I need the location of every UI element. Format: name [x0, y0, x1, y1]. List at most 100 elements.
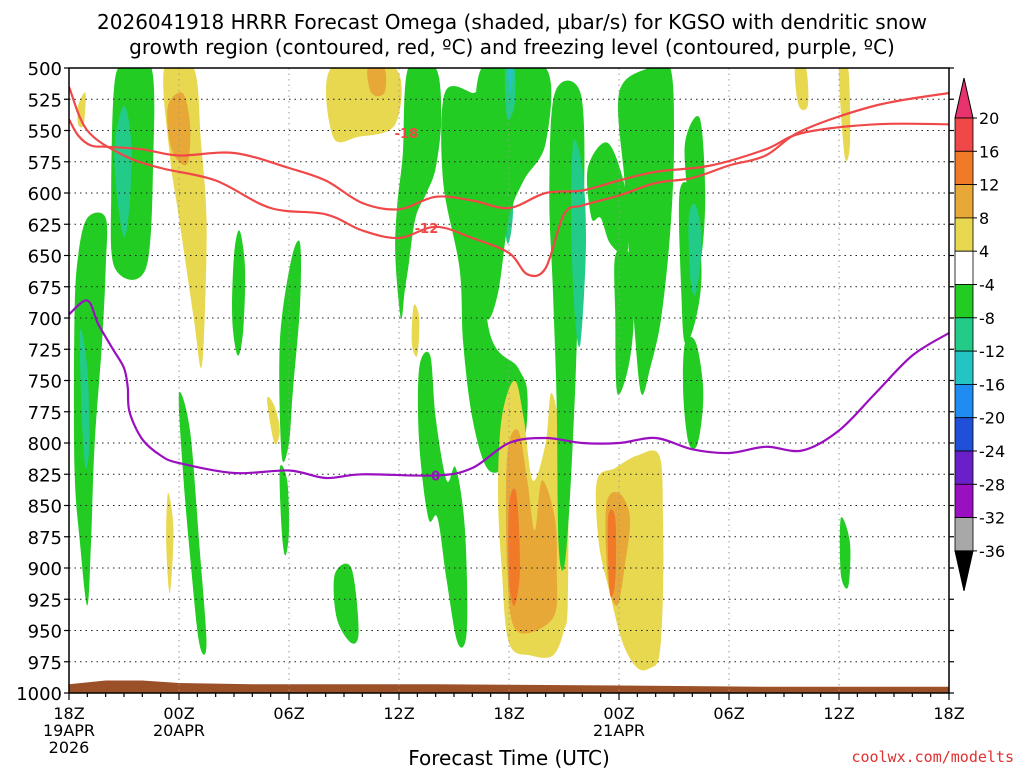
chart-title-line2: growth region (contoured, red, ºC) and f…: [129, 35, 895, 59]
omega-shade-teal-3: [114, 105, 132, 237]
y-tick-label-1000: 1000: [16, 684, 62, 705]
colorbar-label-3: 8: [979, 209, 989, 228]
y-tick-label-850: 850: [28, 497, 62, 518]
colorbar-swatch-9: [954, 383, 974, 419]
x-tick-label-0-0: 18Z: [53, 704, 84, 723]
x-tick-label-12-0: 06Z: [273, 704, 304, 723]
y-tick-label-625: 625: [28, 215, 62, 236]
minus-12-line: [69, 86, 949, 278]
colorbar-swatch-1: [954, 117, 974, 152]
colorbar-swatch-7: [954, 317, 974, 352]
x-tick-label-24-0: 18Z: [493, 704, 524, 723]
minus-12-line-label: -12: [415, 222, 439, 237]
x-tick-label-48-0: 18Z: [933, 704, 964, 723]
x-tick-label-0-2: 2026: [49, 738, 90, 757]
x-tick-label-30-0: 00Z: [603, 704, 634, 723]
omega-shade-yellow-12: [166, 492, 174, 594]
y-tick-label-800: 800: [28, 434, 62, 455]
omega-shade-green-10: [279, 464, 290, 556]
omega-shade-green-11: [178, 391, 207, 655]
colorbar-label-9: -20: [979, 409, 1005, 428]
omega-shade-green-9: [279, 240, 302, 463]
colorbar-swatch-13: [954, 517, 974, 552]
colorbar-swatch-4: [954, 217, 974, 252]
y-tick-label-675: 675: [28, 278, 62, 299]
omega-shade-green-7: [232, 230, 246, 356]
colorbar-swatch-10: [954, 417, 974, 452]
y-tick-label-550: 550: [28, 122, 62, 143]
freezing-level-line: [69, 299, 949, 480]
x-axis-title: Forecast Time (UTC): [408, 746, 610, 768]
colorbar-label-6: -8: [979, 309, 995, 328]
colorbar-swatch-2: [954, 150, 974, 186]
minus-18-line-label: -18: [395, 127, 419, 142]
omega-shade-green-31: [617, 68, 675, 395]
y-tick-label-975: 975: [28, 653, 62, 674]
omega-shade-green-19: [441, 85, 528, 473]
colorbar-label-10: -24: [979, 442, 1005, 461]
x-tick-label-36-0: 06Z: [713, 704, 744, 723]
credit-text: coolwx.com/modelts: [851, 748, 1014, 766]
minus-18-line: [69, 118, 949, 211]
x-tick-label-42-0: 12Z: [823, 704, 854, 723]
y-tick-label-650: 650: [28, 247, 62, 268]
colorbar-label-5: -4: [979, 276, 995, 295]
colorbar-top-arrow: [954, 77, 974, 119]
y-tick-label-775: 775: [28, 403, 62, 424]
omega-shade-yellow-8: [267, 396, 280, 445]
colorbar-label-11: -28: [979, 475, 1005, 494]
omega-shade-green-16: [395, 68, 442, 320]
omega-shade-green-41: [839, 517, 851, 589]
colorbar-bottom-arrow: [954, 550, 974, 592]
x-tick-label-6-0: 00Z: [163, 704, 194, 723]
y-tick-label-875: 875: [28, 528, 62, 549]
y-tick-label-900: 900: [28, 559, 62, 580]
omega-shade-green-0: [73, 212, 108, 606]
colorbar-swatch-5: [954, 250, 974, 285]
omega-shade-green-38: [682, 336, 704, 450]
omega-shade-teal-1: [79, 328, 90, 469]
omega-shade-teal-37: [688, 203, 702, 296]
y-tick-label-825: 825: [28, 465, 62, 486]
y-axis: 500 525 550 575 600 625 650 675 700 725 750 775 800 8…: [16, 59, 954, 705]
omega-shade-green-15: [333, 563, 359, 644]
x-tick-label-18-0: 12Z: [383, 704, 414, 723]
omega-shade-teal-22: [504, 68, 516, 120]
grid-layer: [69, 68, 949, 693]
omega-shade-orange-26: [508, 488, 521, 606]
omega-shade-yellow-17: [411, 304, 420, 357]
y-tick-label-725: 725: [28, 340, 62, 361]
chart-title-line1: 2026041918 HRRR Forecast Omega (shaded, …: [97, 10, 927, 34]
y-tick-label-950: 950: [28, 622, 62, 643]
y-tick-label-925: 925: [28, 590, 62, 611]
colorbar: 20 16 12 8 4 -4 -8 -12 -16 -20 -24 -28 -32 -36: [954, 77, 1005, 592]
colorbar-swatch-11: [954, 450, 974, 485]
y-tick-label-525: 525: [28, 90, 62, 111]
colorbar-label-0: 20: [979, 109, 999, 128]
colorbar-label-12: -32: [979, 509, 1005, 528]
colorbar-swatch-3: [954, 184, 974, 219]
x-tick-label-30-1: 21APR: [593, 721, 645, 740]
omega-shade-green-18: [417, 351, 468, 648]
colorbar-label-2: 12: [979, 176, 999, 195]
x-tick-label-0-1: 19APR: [43, 721, 95, 740]
omega-shade-green-30: [614, 247, 634, 395]
colorbar-label-1: 16: [979, 142, 999, 161]
y-tick-label-575: 575: [28, 153, 62, 174]
y-tick-label-600: 600: [28, 184, 62, 205]
colorbar-swatch-6: [954, 284, 974, 319]
colorbar-label-13: -36: [979, 542, 1005, 561]
contour-layer: -18 -12 0: [69, 86, 949, 485]
colorbar-swatch-8: [954, 350, 974, 385]
omega-shading-layer: [73, 68, 851, 671]
y-tick-label-500: 500: [28, 59, 62, 80]
x-tick-label-6-1: 20APR: [153, 721, 205, 740]
colorbar-swatch-12: [954, 483, 974, 518]
omega-shade-orange-34: [607, 509, 617, 598]
colorbar-label-7: -12: [979, 342, 1005, 361]
omega-shade-gold-14: [367, 68, 387, 97]
omega-shade-yellow-39: [794, 68, 809, 111]
freezing-level-line-label: 0: [431, 470, 440, 485]
